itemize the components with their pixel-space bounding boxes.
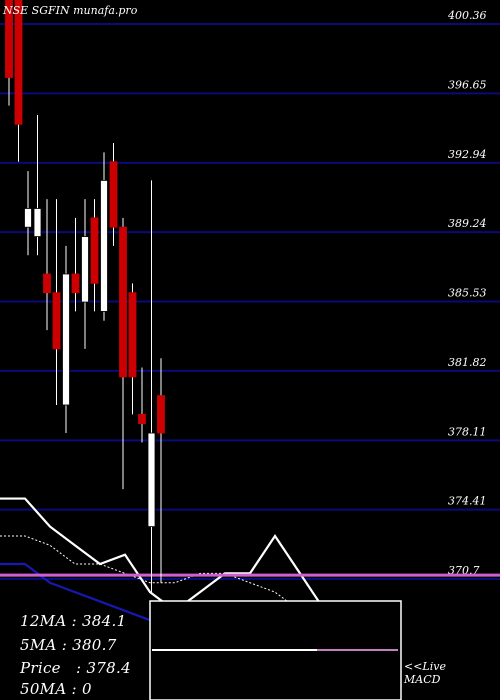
candle bbox=[128, 283, 137, 415]
candle bbox=[119, 217, 127, 490]
candle bbox=[81, 199, 89, 349]
price-axis-labels: 400.36 396.65 392.94 389.24 385.53 381.82 378.… bbox=[447, 9, 487, 577]
candle-body bbox=[128, 292, 137, 378]
y-tick-label: 378.11 bbox=[448, 425, 487, 438]
candle bbox=[5, 0, 13, 106]
candle bbox=[52, 199, 61, 405]
legend-5ma: 5MA : 380.7 bbox=[20, 636, 117, 654]
candle bbox=[71, 217, 80, 312]
candle bbox=[138, 367, 146, 443]
candle bbox=[43, 199, 51, 331]
macd-live-label: <<Live bbox=[404, 660, 446, 673]
candle bbox=[100, 152, 108, 321]
candle-body bbox=[157, 395, 165, 434]
macd-label: MACD bbox=[404, 673, 441, 686]
candle-body bbox=[90, 217, 99, 284]
y-tick-label: 374.41 bbox=[448, 495, 487, 508]
candle-body bbox=[33, 208, 42, 237]
y-tick-label: 389.24 bbox=[448, 217, 487, 230]
candle bbox=[90, 199, 99, 312]
candle-body bbox=[24, 208, 32, 228]
candle-body bbox=[119, 226, 127, 378]
candles bbox=[5, 0, 165, 593]
y-tick-label: 400.36 bbox=[447, 9, 487, 22]
candle-body bbox=[71, 273, 80, 294]
candle-body bbox=[62, 273, 70, 406]
y-tick-label: 392.94 bbox=[448, 148, 487, 161]
y-tick-label: 385.53 bbox=[448, 287, 487, 300]
candle-body bbox=[147, 432, 156, 528]
legend-12ma: 12MA : 384.1 bbox=[20, 612, 127, 630]
candle bbox=[157, 358, 165, 583]
legend-50ma: 50MA : 0 bbox=[20, 680, 92, 698]
candle-body bbox=[100, 180, 108, 312]
chart-title: NSE SGFIN munafa.pro bbox=[2, 4, 138, 17]
candle-body bbox=[138, 413, 146, 425]
candle bbox=[24, 171, 32, 256]
y-tick-label: 396.65 bbox=[448, 78, 487, 91]
candle-body bbox=[14, 0, 23, 125]
candle bbox=[147, 180, 156, 593]
candle-body bbox=[81, 236, 89, 303]
candle bbox=[62, 245, 70, 434]
candle-body bbox=[109, 161, 118, 228]
candle bbox=[109, 143, 118, 246]
candle bbox=[33, 114, 42, 256]
y-tick-label: 381.82 bbox=[448, 356, 487, 369]
candle-body bbox=[52, 292, 61, 350]
candle-body bbox=[43, 273, 51, 294]
candle-body bbox=[5, 0, 13, 78]
candle bbox=[14, 0, 23, 162]
legend-price: Price : 378.4 bbox=[20, 659, 131, 677]
